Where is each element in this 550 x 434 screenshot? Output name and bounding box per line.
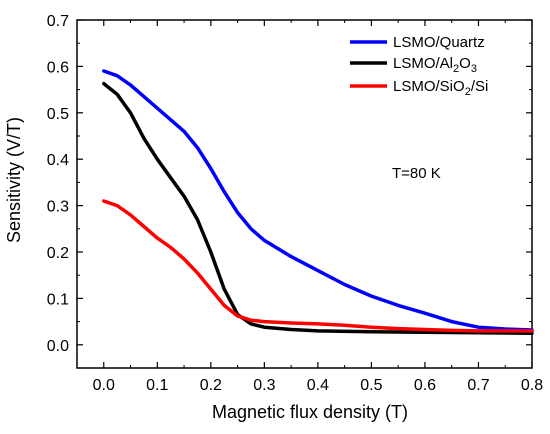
series-line-al2o3 (102, 81, 534, 335)
legend-label-sio2: LSMO/SiO2/Si (393, 78, 488, 98)
x-tick-label: 0.7 (467, 377, 489, 394)
y-tick-label: 0.7 (47, 13, 69, 30)
x-tick-label: 0.6 (414, 377, 436, 394)
axis-ticks: 0.0 0.1 0.2 0.3 0.4 0.5 0.6 0.7 0.8 0.0 0.1 0.2 0.3 0… (47, 13, 543, 394)
x-tick-label: 0.3 (253, 377, 275, 394)
y-tick-label: 0.1 (47, 291, 69, 308)
y-tick-label: 0.3 (47, 199, 69, 216)
y-tick-label: 0.5 (47, 106, 69, 123)
x-tick-label: 0.2 (200, 377, 222, 394)
legend-label-al2o3-sub1: 2 (453, 63, 459, 75)
legend-label-quartz: LSMO/Quartz (393, 34, 485, 51)
y-tick-label: 0.4 (47, 152, 69, 169)
series-line-quartz (102, 69, 534, 332)
y-axis-title: Sensitivity (V/T) (4, 117, 24, 243)
legend-label-sio2-tail: /Si (471, 78, 489, 95)
legend-label-al2o3-mid: O (459, 55, 471, 72)
plot-frame (76, 19, 533, 369)
x-tick-label: 0.8 (521, 377, 543, 394)
y-tick-label: 0.6 (47, 59, 69, 76)
y-tick-label: 0.2 (47, 245, 69, 262)
legend-label-quartz-text: LSMO/Quartz (393, 34, 485, 51)
x-tick-label: 0.1 (146, 377, 168, 394)
x-tick-label: 0.4 (307, 377, 329, 394)
x-tick-label: 0.5 (360, 377, 382, 394)
series-layer (102, 69, 534, 335)
legend: LSMO/Quartz LSMO/Al2O3 LSMO/SiO2/Si (350, 34, 488, 98)
x-tick-label: 0.0 (93, 377, 115, 394)
legend-label-sio2-sub: 2 (465, 86, 471, 98)
y-tick-label: 0.0 (47, 338, 69, 355)
x-axis-title: Magnetic flux density (T) (212, 402, 408, 422)
legend-label-al2o3-main: LSMO/Al (393, 55, 453, 72)
legend-label-sio2-main: LSMO/SiO (393, 78, 465, 95)
temperature-annotation: T=80 K (392, 165, 441, 182)
plot-area (76, 19, 533, 369)
series-line-sio2 (102, 199, 534, 333)
legend-label-al2o3-sub2: 3 (471, 63, 477, 75)
legend-label-al2o3: LSMO/Al2O3 (393, 55, 477, 75)
